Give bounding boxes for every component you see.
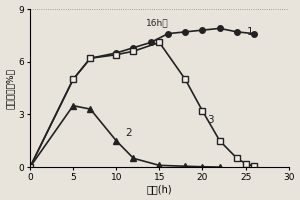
Text: 16h后: 16h后 (146, 18, 169, 27)
Text: 3: 3 (207, 115, 213, 125)
X-axis label: 时间(h): 时间(h) (146, 184, 172, 194)
Y-axis label: 氢气含量（%）: 氢气含量（%） (6, 68, 15, 109)
Text: 1: 1 (247, 27, 254, 37)
Text: 2: 2 (125, 128, 131, 138)
